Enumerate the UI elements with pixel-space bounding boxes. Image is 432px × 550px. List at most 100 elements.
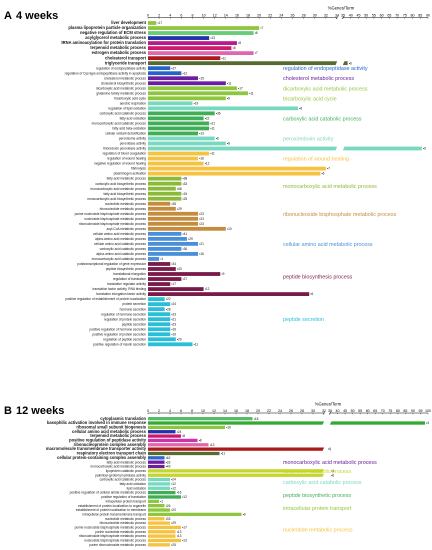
bar	[148, 434, 181, 438]
x-tick-label: 80	[411, 13, 415, 17]
category-label: regulation of endopeptidase activity	[96, 66, 146, 70]
category-label: hormone secretion	[120, 307, 147, 311]
bar-break-mark	[322, 446, 326, 452]
category-label: purine ribonucleoside metabolic process	[89, 543, 146, 547]
x-tick-label: 4	[169, 409, 171, 413]
bar	[148, 327, 171, 332]
category-label: fatty acid oxidation	[120, 116, 147, 120]
bar-count-label: •11	[210, 127, 215, 131]
bar-count-label: •17	[238, 86, 243, 90]
bar-count-label: •13	[177, 534, 182, 538]
bar	[148, 421, 324, 425]
group-label: tricarboxylic acid cycle	[283, 96, 337, 102]
bar	[148, 257, 160, 261]
bar	[343, 146, 422, 151]
category-label: negative regulation of ECM stress	[80, 30, 147, 35]
bar-count-label: •33	[183, 182, 188, 186]
bar-count-label: •23	[171, 322, 176, 326]
group-label: carboxylic acid catabolic process	[283, 480, 362, 486]
bar-count-label: •8	[182, 434, 185, 438]
group-label: peptide biosynthetic process	[283, 493, 351, 499]
bar	[148, 21, 157, 25]
category-label: regulation of protein secretion	[104, 317, 146, 321]
category-label: peroxidase activity	[120, 142, 147, 146]
category-label: positive regulation of protein secretion	[92, 332, 146, 336]
category-label: nucleotide metabolic process	[105, 517, 147, 521]
x-tick-label: 70	[395, 13, 399, 17]
category-label: nucleoside bisphosphate metabolic proces…	[84, 539, 146, 543]
x-tick-label: 20	[256, 409, 260, 413]
group-label: cholesterol metabolic process	[283, 76, 354, 82]
bar	[148, 186, 176, 191]
category-label: regulation of peptide secretion	[103, 337, 146, 341]
category-label: establishment of protein localization to…	[78, 504, 146, 508]
bar-count-label: •11	[210, 152, 215, 156]
x-tick-label: 26	[289, 409, 293, 413]
bar-count-label: •23	[199, 212, 204, 216]
category-label: carboxylic acid catabolic process	[100, 478, 147, 482]
bar-count-label: •20	[171, 508, 176, 512]
bar-break-mark	[328, 420, 332, 426]
category-label: monocarboxylic acid biosynthetic process	[87, 197, 146, 201]
x-tick-label: 50	[351, 409, 355, 413]
category-label: monocarboxylic acid catabolic process	[92, 122, 147, 126]
bar	[148, 262, 171, 266]
bar-count-label: •24	[171, 478, 176, 482]
bar-count-label: •27	[171, 66, 176, 70]
bar	[148, 221, 199, 226]
bar	[148, 512, 242, 517]
x-tick-label: 14	[224, 13, 228, 17]
x-tick-label: 90	[411, 409, 415, 413]
x-tick-label: 75	[388, 409, 392, 413]
category-label: regulation of Cys-type endopeptidase act…	[65, 71, 147, 75]
bar	[148, 51, 254, 56]
x-tick-label: 16	[235, 13, 239, 17]
category-label: glutamine family metabolic process	[96, 91, 146, 95]
x-tick-label: 0	[147, 13, 149, 17]
category-label: fibrinolysis	[131, 167, 146, 171]
category-label: nucleotide metabolic process	[105, 202, 147, 206]
x-axis-title: %Genes/Term	[315, 402, 342, 407]
bar	[148, 121, 210, 126]
category-label: estrogen metabolic process	[92, 50, 147, 55]
bar-count-label: •24	[177, 430, 182, 434]
category-label: purine nucleoside bisphosphate metabolic…	[75, 212, 147, 216]
bar-count-label: •3	[426, 421, 429, 425]
category-label: cholesterol transport	[105, 55, 147, 60]
x-tick-label: 28	[302, 13, 306, 17]
bar	[148, 332, 171, 337]
x-tick-label: 8	[191, 409, 193, 413]
x-tick-label: 6	[180, 409, 182, 413]
bar-count-label: •25	[171, 543, 176, 547]
x-tick-label: 75	[403, 13, 407, 17]
bar	[148, 499, 159, 503]
bar	[148, 277, 182, 281]
bar	[148, 136, 215, 141]
group-label: regulation of wound healing	[283, 157, 349, 163]
bar-count-label: •8	[233, 46, 236, 50]
x-tick-label: 30	[311, 409, 315, 413]
bar-break-mark	[322, 468, 326, 474]
bar	[148, 477, 170, 482]
x-tick-label: 40	[336, 409, 340, 413]
bar	[148, 297, 165, 302]
bar-count-label: •19	[194, 101, 199, 105]
bar	[148, 191, 182, 196]
x-axis-title: %Genes/Term	[328, 6, 355, 11]
bar-count-label: •7	[327, 167, 330, 171]
category-label: alpha-amino acid metabolic process	[95, 237, 146, 241]
bar	[148, 417, 253, 421]
bar	[148, 46, 232, 51]
x-tick-label: 32	[324, 13, 328, 17]
group-label: intracellular protein transport	[283, 506, 352, 512]
bar-count-label: •29	[188, 237, 193, 241]
group-label: peptide secretion	[283, 317, 324, 323]
bar-count-label: •7	[260, 26, 263, 30]
bar-count-label: •12	[205, 162, 210, 166]
category-label: positive regulation of establishment of …	[65, 297, 146, 301]
category-label: regulation of translation	[113, 277, 146, 281]
bar-count-label: •6	[322, 172, 325, 176]
